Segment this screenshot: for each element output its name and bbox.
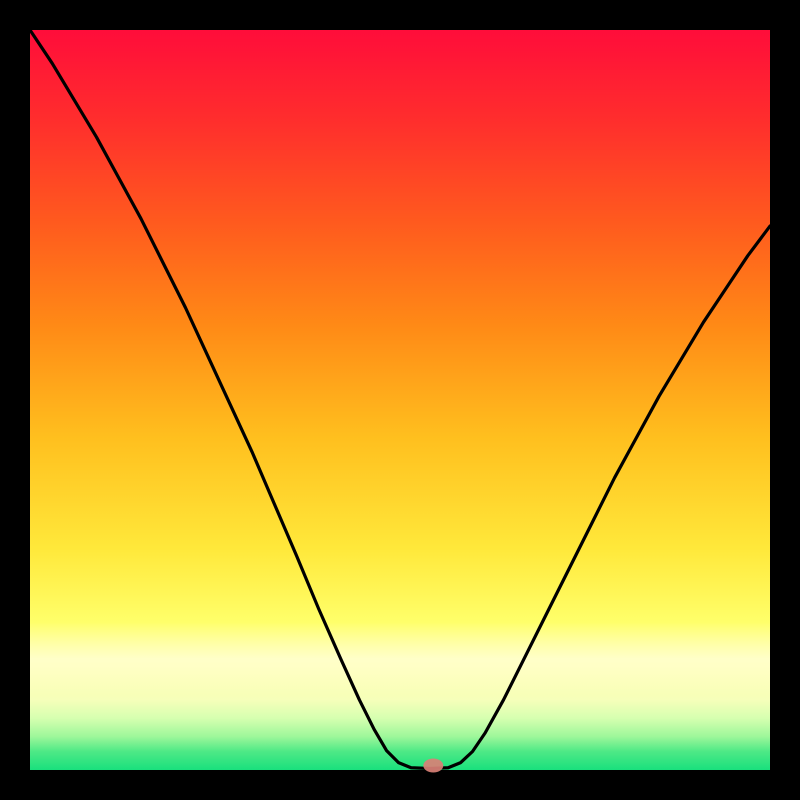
- chart-stage: TheBottleneck.com: [0, 0, 800, 800]
- highlight-band: [30, 622, 770, 696]
- optimal-point-marker: [423, 759, 443, 773]
- bottleneck-chart: [0, 0, 800, 800]
